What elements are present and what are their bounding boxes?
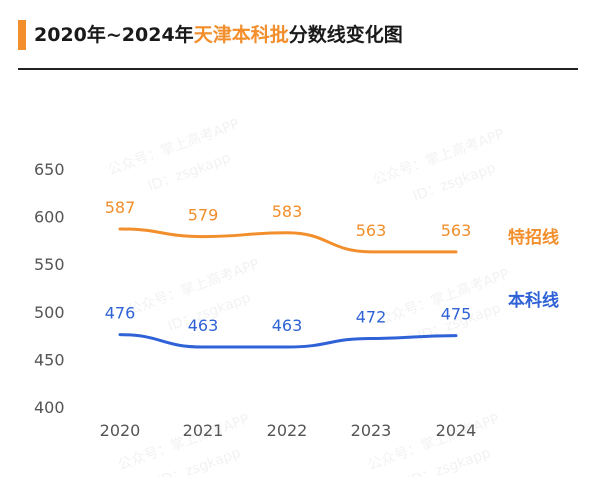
data-label: 579 bbox=[188, 206, 219, 225]
x-tick-label: 2023 bbox=[351, 421, 392, 440]
x-tick-label: 2021 bbox=[183, 421, 224, 440]
title-divider bbox=[18, 68, 578, 70]
data-label: 463 bbox=[188, 316, 219, 335]
data-label: 463 bbox=[272, 316, 303, 335]
x-tick-label: 2020 bbox=[100, 421, 141, 440]
series-line bbox=[118, 227, 458, 254]
y-tick-label: 400 bbox=[34, 398, 65, 417]
data-label: 583 bbox=[272, 202, 303, 221]
data-label: 587 bbox=[105, 198, 136, 217]
y-tick-label: 550 bbox=[34, 255, 65, 274]
series-line bbox=[118, 333, 458, 349]
y-tick-label: 600 bbox=[34, 208, 65, 227]
x-tick-label: 2024 bbox=[436, 421, 477, 440]
legend-label: 本科线 bbox=[508, 290, 559, 311]
y-tick-label: 450 bbox=[34, 350, 65, 369]
data-label: 472 bbox=[356, 307, 387, 326]
data-label: 563 bbox=[441, 221, 472, 240]
title-part2: 分数线变化图 bbox=[288, 24, 403, 46]
y-tick-label: 650 bbox=[34, 160, 65, 179]
title-accent-bar bbox=[18, 20, 26, 50]
x-tick-label: 2022 bbox=[267, 421, 308, 440]
title-part1: 2020年~2024年 bbox=[34, 24, 194, 46]
y-tick-label: 500 bbox=[34, 303, 65, 322]
data-label: 476 bbox=[105, 304, 136, 323]
title-highlight: 天津本科批 bbox=[193, 24, 289, 46]
chart-title: 2020年~2024年天津本科批分数线变化图 bbox=[34, 20, 403, 50]
data-label: 475 bbox=[441, 305, 472, 324]
legend-label: 特招线 bbox=[508, 227, 559, 248]
data-label: 563 bbox=[356, 221, 387, 240]
